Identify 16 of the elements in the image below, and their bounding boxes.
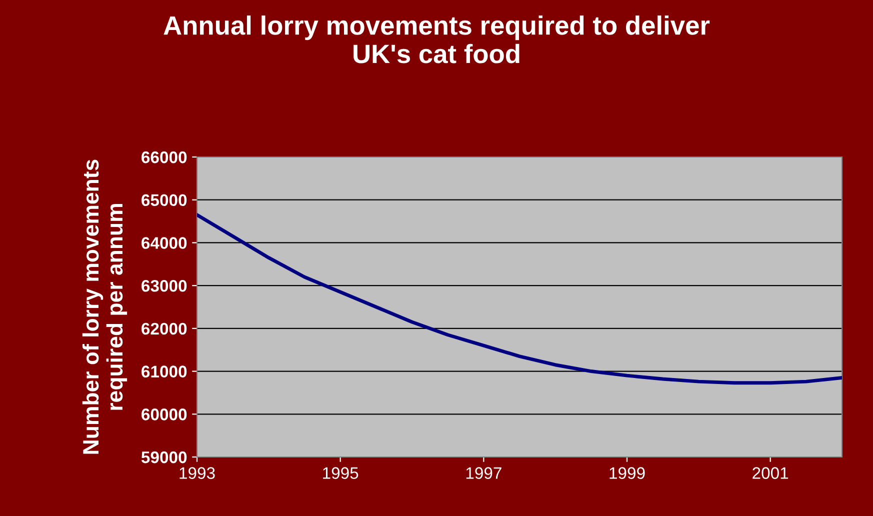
y-tick-label: 63000 [142,280,187,292]
y-tick-label: 60000 [142,408,187,420]
x-tick-label: 2001 [752,467,788,479]
x-tick-label: 1993 [180,467,215,479]
y-tick-label: 62000 [142,322,187,335]
y-tick-label: 61000 [142,366,187,378]
y-tick-label: 59000 [141,451,187,464]
x-tick-label: 1995 [323,467,358,479]
x-tick-label: 1999 [610,467,645,479]
y-tick-label: 65000 [142,194,187,206]
y-axis-title: Number of lorry movements required per annum [82,160,128,454]
x-tick-label: 1997 [466,467,502,479]
chart-title: Annual lorry movements required to deliver UK's cat food [164,15,710,64]
line-series [197,213,842,385]
y-tick-label: 66000 [142,151,187,164]
y-tick-label: 64000 [142,237,187,249]
